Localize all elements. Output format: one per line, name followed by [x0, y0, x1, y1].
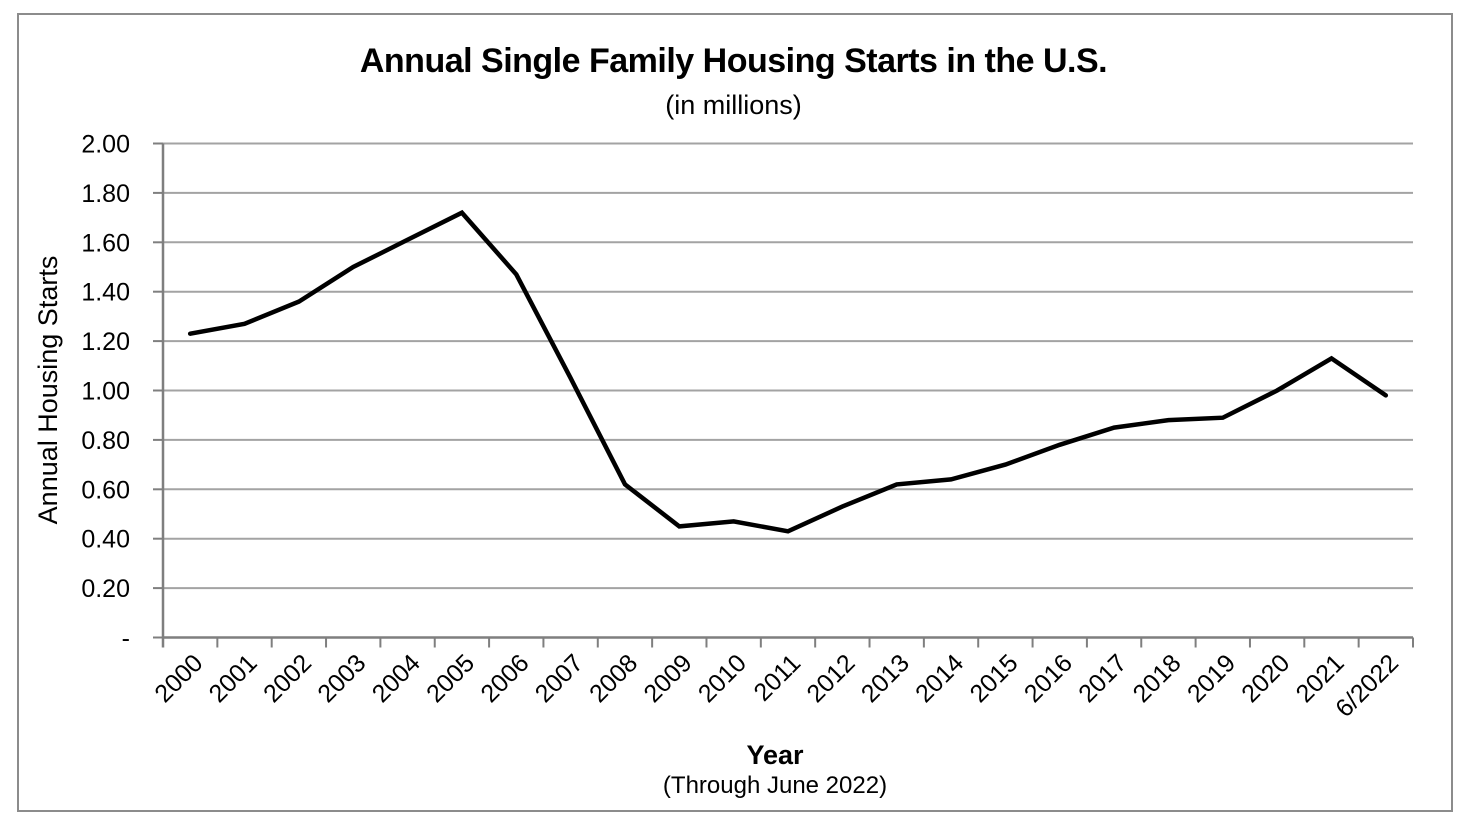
x-tick-label: 2017: [1073, 649, 1132, 708]
x-tick-label: 2003: [312, 649, 371, 708]
y-tick-label: 0.60: [81, 476, 130, 504]
y-tick-label: -: [122, 625, 130, 653]
x-tick-label: 2000: [149, 649, 208, 708]
chart-subtitle: (in millions): [665, 90, 802, 120]
x-tick-label: 2004: [367, 649, 426, 708]
x-axis-subtitle: (Through June 2022): [662, 772, 888, 799]
x-tick-label: 2014: [910, 649, 969, 708]
x-tick-label: 2016: [1019, 649, 1078, 708]
x-tick-label: 2005: [421, 649, 480, 708]
y-tick-label: 0.20: [81, 575, 130, 603]
y-tick-label: 0.40: [81, 526, 130, 554]
x-tick-label: 2010: [693, 649, 752, 708]
x-tick-label: 2001: [204, 649, 263, 708]
x-tick-label: 2019: [1182, 649, 1241, 708]
x-tick-label: 2007: [530, 649, 589, 708]
y-tick-label: 1.40: [81, 279, 130, 307]
y-tick-label: 1.00: [81, 378, 130, 406]
chart-title: Annual Single Family Housing Starts in t…: [359, 42, 1108, 80]
x-tick-label: 2013: [856, 649, 915, 708]
x-axis-title: Year: [746, 740, 804, 770]
series-line: [187, 209, 1389, 534]
x-tick-label: 6/2022: [1330, 649, 1404, 723]
y-tick-label: 2.00: [81, 131, 130, 159]
y-tick-label: 1.20: [81, 328, 130, 356]
chart-border: [17, 13, 1453, 812]
x-tick-label: 2020: [1236, 649, 1295, 708]
x-tick-label: 2009: [638, 649, 697, 708]
y-tick-label: 1.80: [81, 180, 130, 208]
x-tick-label: 2002: [258, 649, 317, 708]
x-tick-label: 2012: [801, 649, 860, 708]
x-tick-label: 2015: [965, 649, 1024, 708]
x-tick-label: 2011: [748, 649, 806, 707]
x-tick-label: 2008: [584, 649, 643, 708]
y-tick-label: 1.60: [81, 229, 130, 257]
y-tick-label: 0.80: [81, 427, 130, 455]
x-tick-label: 2006: [475, 649, 534, 708]
x-tick-label: 2018: [1128, 649, 1187, 708]
